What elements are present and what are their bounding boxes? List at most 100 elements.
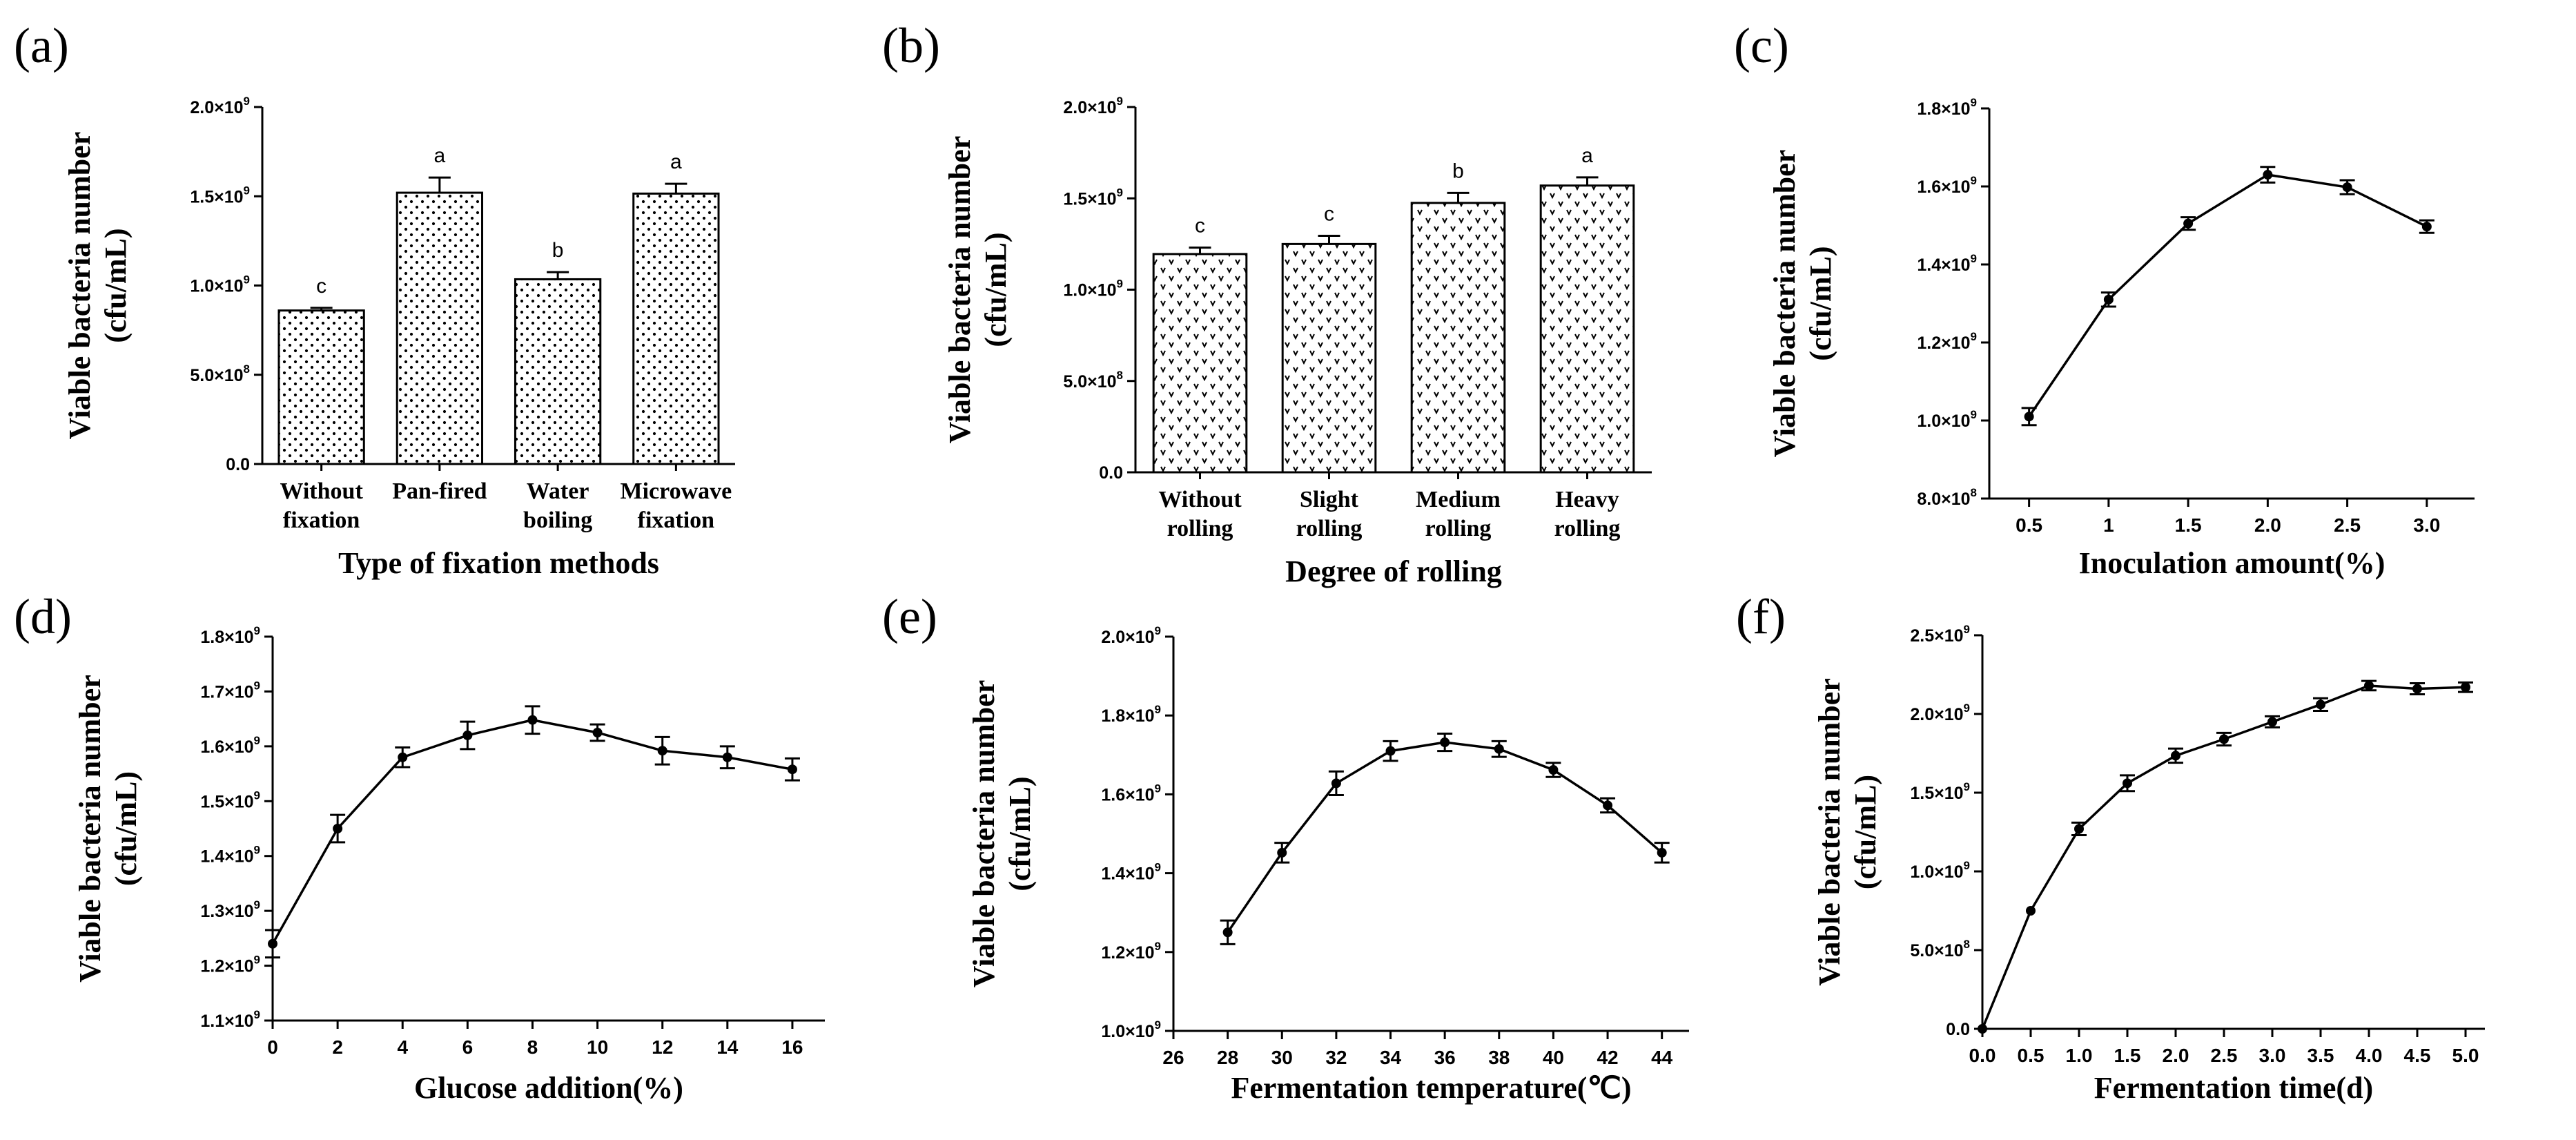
y-tick-label: 2.0×109 <box>1910 702 1970 724</box>
panel-label: (f) <box>1736 589 1786 644</box>
data-point <box>2123 778 2132 789</box>
significance-letter: c <box>1324 202 1334 225</box>
y-tick-label: 1.1×109 <box>200 1008 260 1031</box>
y-axis-label-line2: (cfu/mL) <box>979 232 1013 347</box>
data-point <box>1277 847 1287 858</box>
x-tick-label: 1 <box>2103 514 2114 536</box>
y-axis-label-line2: (cfu/mL) <box>109 771 143 886</box>
y-axis-label: Viable bacteria number (cfu/mL) <box>943 136 1013 444</box>
y-tick-label: 0.0 <box>226 455 250 474</box>
x-axis-label: Glucose addition(%) <box>414 1071 683 1105</box>
panel-label: (e) <box>882 589 937 644</box>
y-tick-label: 5.0×108 <box>1910 938 1970 960</box>
x-axis-label: Inoculation amount(%) <box>2079 546 2385 580</box>
category-label: Pan-fired <box>392 479 487 504</box>
chart-panel-b: (b) 0.0 5.0×108 1.0×109 1.5×109 2.0×109 Viable… <box>882 18 1652 588</box>
bar <box>632 192 720 465</box>
category-label: Heavy <box>1555 487 1619 512</box>
x-tick-label: 2.0 <box>2254 514 2281 536</box>
y-tick-label: 1.2×109 <box>1101 940 1161 963</box>
x-tick-label: 14 <box>716 1036 739 1058</box>
y-tick-label: 1.7×109 <box>200 679 260 702</box>
y-axis-label: Viable bacteria number (cfu/mL) <box>73 675 143 983</box>
y-axis-label-line2: (cfu/mL) <box>1804 246 1837 360</box>
x-tick-label: 26 <box>1162 1047 1184 1068</box>
x-tick-label: 5.0 <box>2452 1045 2479 1066</box>
y-axis-label-line1: Viable bacteria number <box>967 680 1001 988</box>
y-tick-label: 2.0×109 <box>1063 95 1123 117</box>
data-point <box>2412 684 2422 694</box>
category-label: Medium <box>1416 487 1501 512</box>
bar <box>277 309 365 465</box>
significance-letter: c <box>316 275 326 298</box>
category-label: rolling <box>1554 516 1621 541</box>
data-point <box>657 746 667 756</box>
x-tick-label: 1.5 <box>2175 514 2202 536</box>
x-tick-label: 0.5 <box>2018 1045 2045 1066</box>
bar <box>396 191 484 465</box>
y-tick-label: 5.0×108 <box>190 363 250 385</box>
significance-letter: a <box>434 144 446 167</box>
data-point <box>2421 222 2432 232</box>
y-tick-label: 0.0 <box>1099 463 1123 483</box>
y-axis-label-line1: Viable bacteria number <box>63 132 97 440</box>
y-tick-label: 1.3×109 <box>200 898 260 921</box>
chart-panel-e: (e) 1.0×109 1.2×109 1.4×109 1.6×109 1.8×109 2.… <box>882 589 1689 1105</box>
series-line <box>2028 173 2428 418</box>
category-label: rolling <box>1167 516 1233 541</box>
data-point <box>2026 906 2036 916</box>
panel-label: (b) <box>882 18 940 73</box>
y-axis-label-line1: Viable bacteria number <box>943 136 977 444</box>
y-axis-label-line2: (cfu/mL) <box>99 228 133 342</box>
series-line <box>271 718 793 945</box>
y-tick-label: 2.0×109 <box>190 95 250 117</box>
x-tick-label: 8 <box>527 1036 538 1058</box>
y-tick-label: 1.5×109 <box>1063 186 1123 209</box>
significance-letter: b <box>1452 160 1464 182</box>
y-tick-label: 1.6×109 <box>1101 782 1161 804</box>
x-tick-label: 44 <box>1651 1047 1673 1068</box>
data-point <box>1222 927 1233 938</box>
x-axis-label: Type of fixation methods <box>338 546 659 580</box>
data-point <box>1385 746 1396 756</box>
x-tick-label: 3.0 <box>2413 514 2440 536</box>
data-point <box>2364 680 2374 690</box>
y-axis-label-line2: (cfu/mL) <box>1848 775 1882 889</box>
significance-letter: a <box>670 151 682 173</box>
category-label: rolling <box>1296 516 1363 541</box>
data-point <box>2263 170 2273 180</box>
chart-panel-f: (f) 0.0 5.0×108 1.0×109 1.5×109 2.0×109 2.5×10… <box>1736 589 2485 1105</box>
x-tick-label: 4 <box>397 1036 408 1058</box>
data-point <box>787 764 797 775</box>
bar <box>514 278 602 465</box>
y-axis-label: Viable bacteria number (cfu/mL) <box>1768 150 1837 458</box>
y-tick-label: 1.6×109 <box>200 734 260 757</box>
data-point <box>1603 800 1613 811</box>
x-axis-label: Fermentation time(d) <box>2094 1071 2373 1105</box>
y-tick-label: 1.4×109 <box>1917 252 1977 275</box>
category-label: Slight <box>1300 487 1359 512</box>
category-label: Water <box>527 479 589 504</box>
y-axis-label-line1: Viable bacteria number <box>1813 678 1846 986</box>
significance-letter: c <box>1195 215 1205 238</box>
y-tick-label: 1.5×109 <box>190 184 250 206</box>
significance-letter: b <box>552 239 564 262</box>
category-label: Microwave <box>621 479 732 504</box>
x-tick-label: 0.5 <box>2016 514 2042 536</box>
chart-panel-d: (d) 1.1×109 1.2×109 1.3×109 1.4×109 1.5×109 1.… <box>14 589 825 1105</box>
y-axis-label: Viable bacteria number (cfu/mL) <box>63 132 133 440</box>
data-point <box>2342 182 2352 193</box>
category-label: Without <box>280 479 363 504</box>
x-tick-label: 36 <box>1434 1047 1456 1068</box>
x-tick-label: 1.0 <box>2066 1045 2093 1066</box>
data-point <box>2461 682 2470 693</box>
bar <box>1539 184 1635 474</box>
y-tick-label: 1.2×109 <box>1917 330 1977 353</box>
data-point <box>2171 751 2180 761</box>
x-tick-label: 10 <box>587 1036 608 1058</box>
x-tick-label: 2 <box>332 1036 343 1058</box>
y-tick-label: 2.0×109 <box>1101 624 1161 647</box>
data-point <box>333 824 343 833</box>
bar <box>1281 242 1377 474</box>
